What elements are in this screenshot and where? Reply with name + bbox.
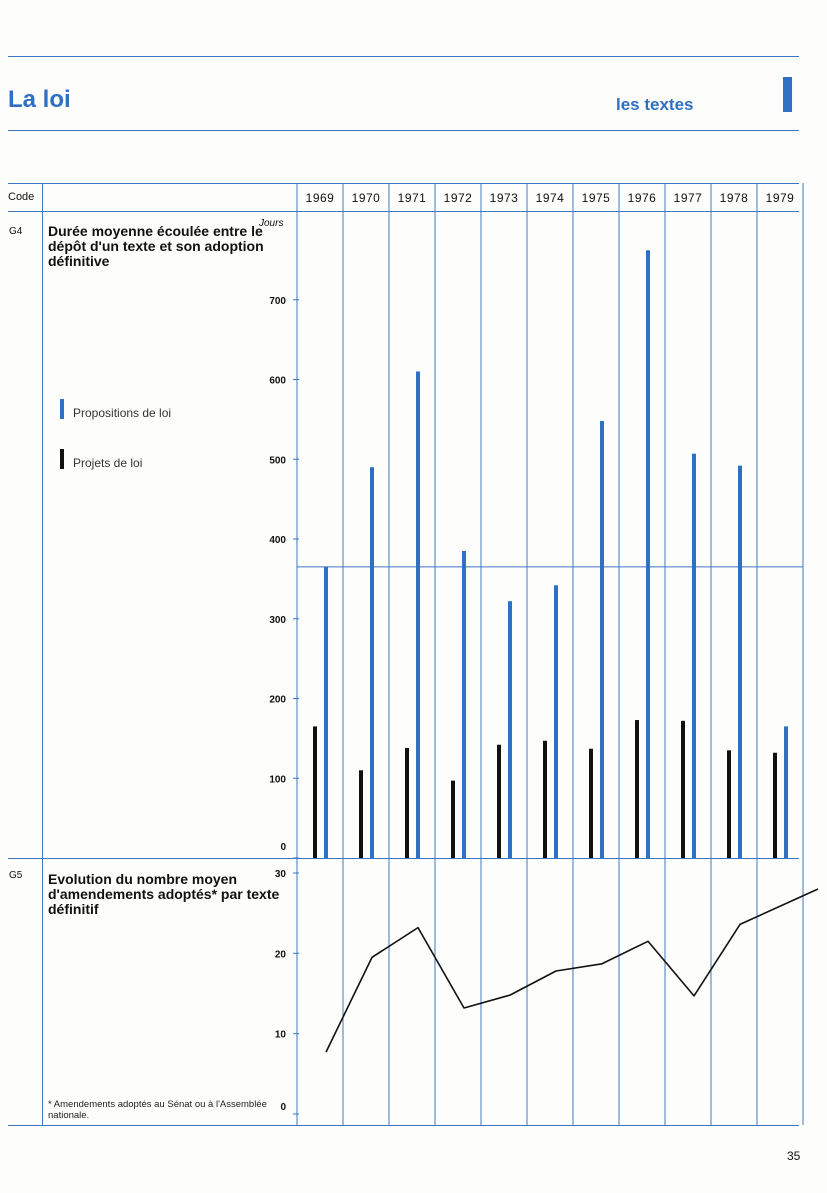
- g4-bar-propositions: [370, 467, 374, 858]
- g4-bar-propositions: [508, 601, 512, 858]
- header-bottom-rule: [8, 130, 799, 131]
- code-column-header: Code: [8, 191, 35, 203]
- section-marker: [783, 77, 792, 112]
- g5-line-continuation: [785, 888, 819, 905]
- g4-bar-projets: [727, 750, 731, 858]
- g4-bar-propositions: [416, 371, 420, 858]
- g5-y-tick-label: 0: [280, 1102, 286, 1113]
- year-header-1977: 1977: [673, 191, 703, 205]
- g4-bars: [313, 250, 788, 858]
- g5-chart-title: Evolution du nombre moyen d'amendements …: [48, 871, 280, 917]
- g4-chart-title: Durée moyenne écoulée entre le dépôt d'u…: [48, 223, 264, 269]
- g4-y-axis: 0 100 200 300 400 500 600 700: [269, 296, 299, 859]
- section-title: les textes: [616, 95, 694, 114]
- page-number: 35: [787, 1149, 801, 1163]
- legend-label-projets: Projets de loi: [73, 456, 143, 470]
- table-top-rule: [8, 183, 799, 184]
- g4-bar-propositions: [738, 465, 742, 858]
- g4-y-tick-label: 700: [269, 296, 286, 307]
- year-header-1976: 1976: [627, 191, 657, 205]
- g4-bar-projets: [451, 780, 455, 858]
- g4-bar-projets: [681, 720, 685, 858]
- year-header-1969: 1969: [305, 191, 335, 205]
- g4-y-tick-label: 400: [269, 535, 286, 546]
- g4-bar-projets: [497, 744, 501, 858]
- g4-bar-propositions: [646, 250, 650, 858]
- g4-bar-projets: [773, 752, 777, 858]
- g4-code: G4: [9, 226, 23, 237]
- g4-bar-projets: [313, 726, 317, 858]
- page-title: La loi: [8, 86, 71, 113]
- year-header-1971: 1971: [397, 191, 427, 205]
- year-header-1974: 1974: [535, 191, 565, 205]
- legend-label-propositions: Propositions de loi: [73, 406, 172, 420]
- g4-bar-propositions: [600, 420, 604, 858]
- year-header-1978: 1978: [719, 191, 749, 205]
- g4-y-tick-label: 300: [269, 615, 286, 626]
- code-column-rule: [42, 183, 43, 1125]
- g4-bar-propositions: [554, 585, 558, 858]
- g5-footnote: * Amendements adoptés au Sénat ou à l'As…: [48, 1099, 267, 1121]
- g4-y-tick-label: 200: [269, 695, 286, 706]
- g5-y-axis: 0 10 20 30: [275, 869, 299, 1115]
- year-header-1972: 1972: [443, 191, 473, 205]
- year-column-rules: [296, 183, 804, 1125]
- g4-bar-projets: [589, 748, 593, 858]
- g4-bar-projets: [543, 740, 547, 858]
- g4-bar-propositions: [692, 453, 696, 858]
- g5-code: G5: [9, 870, 23, 881]
- g4-bar-propositions: [462, 550, 466, 858]
- g4-y-tick-label: 0: [280, 842, 286, 853]
- g4-y-tick-label: 600: [269, 376, 286, 387]
- table-header-rule: [8, 211, 799, 212]
- year-header-1973: 1973: [489, 191, 519, 205]
- year-header-1979: 1979: [765, 191, 795, 205]
- table-bottom-rule: [8, 1125, 799, 1126]
- g4-bar-projets: [359, 770, 363, 858]
- g4-y-tick-label: 100: [269, 774, 286, 785]
- g5-y-tick-label: 10: [275, 1030, 287, 1041]
- legend-swatch-projets: [60, 449, 64, 469]
- g4-bar-projets: [405, 747, 409, 858]
- year-header-1970: 1970: [351, 191, 381, 205]
- g4-y-tick-label: 500: [269, 455, 286, 466]
- g5-line-series: [325, 888, 819, 1053]
- g5-y-tick-label: 30: [275, 869, 287, 880]
- legend-swatch-propositions: [60, 399, 64, 419]
- g4-bar-propositions: [324, 566, 328, 858]
- g5-line: [325, 902, 787, 1053]
- g4-y-unit-label: Jours: [259, 218, 284, 229]
- header-top-rule: [8, 56, 799, 57]
- g4-bar-propositions: [784, 726, 788, 858]
- g4-g5-divider-rule: [8, 858, 799, 859]
- year-header-1975: 1975: [581, 191, 611, 205]
- g5-y-tick-label: 20: [275, 949, 287, 960]
- g4-bar-projets: [635, 720, 639, 858]
